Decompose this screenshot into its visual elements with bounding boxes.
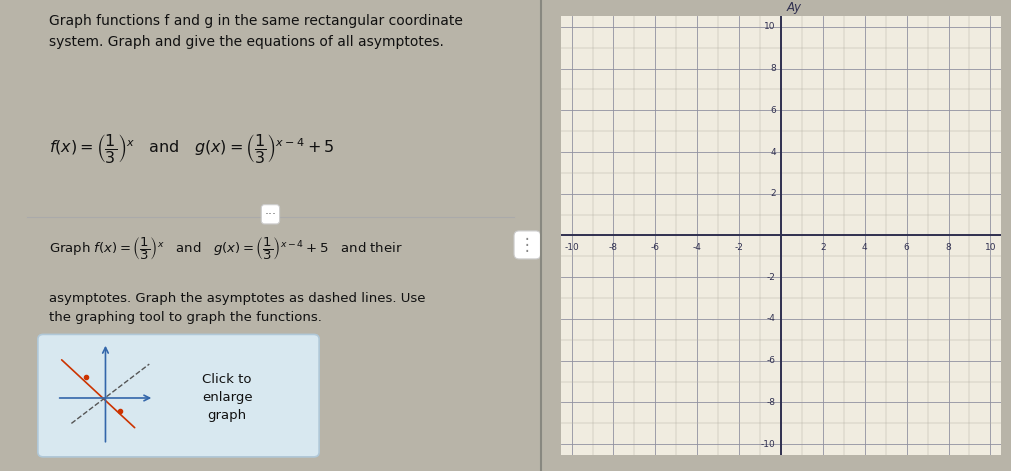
Text: 6: 6 [904,243,910,252]
Text: $f(x)=\left(\dfrac{1}{3}\right)^x$   and   $g(x)=\left(\dfrac{1}{3}\right)^{x-4}: $f(x)=\left(\dfrac{1}{3}\right)^x$ and $… [49,132,334,165]
Text: 4: 4 [862,243,867,252]
Text: 4: 4 [770,147,775,156]
Text: 8: 8 [770,64,775,73]
Text: 10: 10 [764,23,775,32]
Text: -2: -2 [735,243,743,252]
Text: 10: 10 [985,243,996,252]
Text: -8: -8 [766,398,775,407]
Text: 8: 8 [945,243,951,252]
Text: -8: -8 [609,243,618,252]
Text: -6: -6 [651,243,660,252]
Text: asymptotes. Graph the asymptotes as dashed lines. Use
the graphing tool to graph: asymptotes. Graph the asymptotes as dash… [49,292,426,324]
Text: Graph $f(x)=\left(\dfrac{1}{3}\right)^x$   and   $g(x)=\left(\dfrac{1}{3}\right): Graph $f(x)=\left(\dfrac{1}{3}\right)^x$… [49,236,402,262]
Text: -2: -2 [767,273,775,282]
Text: 6: 6 [770,106,775,115]
FancyBboxPatch shape [37,334,319,457]
Text: ···: ··· [265,208,276,221]
Text: -10: -10 [564,243,579,252]
Text: 2: 2 [770,189,775,198]
Text: Graph functions f and g in the same rectangular coordinate
system. Graph and giv: Graph functions f and g in the same rect… [49,14,463,49]
Text: ⋮: ⋮ [519,236,536,254]
Text: 2: 2 [820,243,826,252]
Text: -6: -6 [766,356,775,365]
Text: -10: -10 [761,439,775,448]
Text: -4: -4 [767,315,775,324]
Text: Click to
enlarge
graph: Click to enlarge graph [202,374,253,422]
Text: -4: -4 [693,243,702,252]
Text: Ay: Ay [787,1,802,15]
